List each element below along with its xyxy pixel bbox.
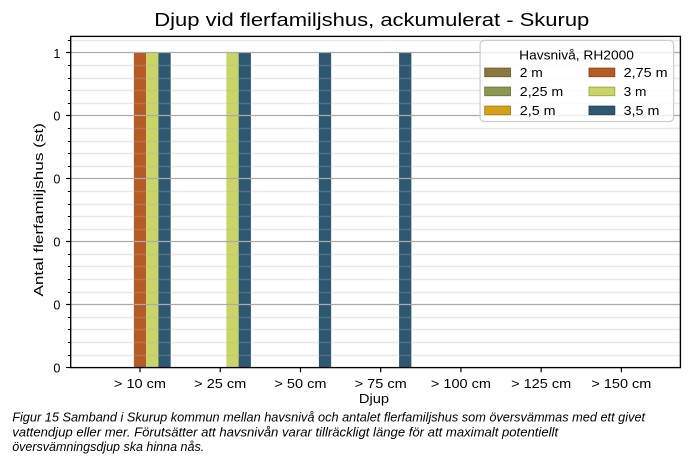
svg-text:Djup: Djup xyxy=(359,391,389,406)
svg-text:3 m: 3 m xyxy=(624,85,647,99)
svg-text:0: 0 xyxy=(53,361,60,375)
svg-text:2 m: 2 m xyxy=(520,66,543,80)
svg-text:> 75 cm: > 75 cm xyxy=(355,377,407,391)
svg-text:vattendjup eller mer. Förutsät: vattendjup eller mer. Förutsätter att ha… xyxy=(12,425,559,440)
svg-text:2,75 m: 2,75 m xyxy=(624,66,668,80)
svg-text:0: 0 xyxy=(53,298,60,312)
svg-text:> 125 cm: > 125 cm xyxy=(511,377,571,391)
svg-text:2,25 m: 2,25 m xyxy=(520,85,564,99)
svg-text:0: 0 xyxy=(53,236,60,250)
svg-text:2,5 m: 2,5 m xyxy=(520,104,556,118)
svg-text:> 150 cm: > 150 cm xyxy=(591,377,651,391)
svg-text:> 25 cm: > 25 cm xyxy=(194,377,246,391)
svg-text:0: 0 xyxy=(53,173,60,187)
svg-text:Djup vid flerfamiljshus, ackum: Djup vid flerfamiljshus, ackumulerat - S… xyxy=(154,9,589,30)
svg-text:> 50 cm: > 50 cm xyxy=(274,377,326,391)
svg-text:> 100 cm: > 100 cm xyxy=(431,377,491,391)
svg-text:Havsnivå, RH2000: Havsnivå, RH2000 xyxy=(519,48,634,63)
svg-text:1: 1 xyxy=(53,47,60,61)
svg-text:> 10 cm: > 10 cm xyxy=(114,377,166,391)
svg-text:översvämningsdjup ska hinna nå: översvämningsdjup ska hinna nås. xyxy=(12,439,204,454)
svg-text:Figur 15 Samband i Skurup komm: Figur 15 Samband i Skurup kommun mellan … xyxy=(12,410,646,425)
svg-text:0: 0 xyxy=(53,110,60,124)
svg-text:3,5 m: 3,5 m xyxy=(624,104,660,118)
svg-text:Antal flerfamiljshus (st): Antal flerfamiljshus (st) xyxy=(32,123,46,296)
